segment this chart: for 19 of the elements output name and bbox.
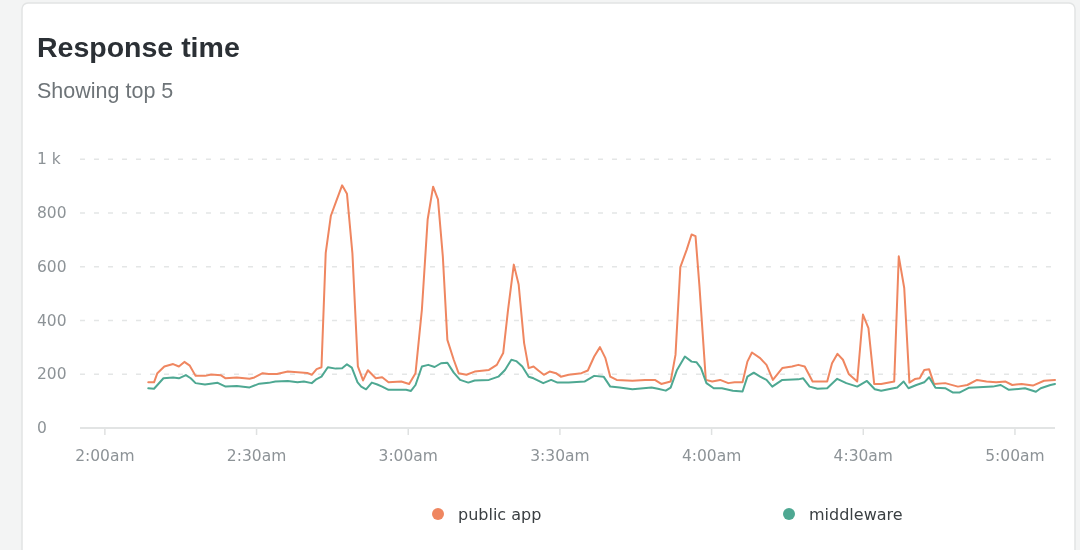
y-tick-label: 200 xyxy=(37,365,67,384)
x-tick-label: 3:00am xyxy=(378,447,438,465)
legend-label: middleware xyxy=(809,505,903,524)
y-tick-label: 800 xyxy=(37,204,67,223)
y-tick-label: 1 k xyxy=(37,150,61,169)
x-tick-label: 4:00am xyxy=(681,447,742,465)
x-tick-label: 4:30am xyxy=(833,447,893,465)
x-tick-label: 5:00am xyxy=(985,447,1045,465)
chart-title: Response time xyxy=(37,31,240,63)
legend-label: public app xyxy=(458,505,542,524)
y-tick-label: 0 xyxy=(37,419,47,437)
x-tick-label: 3:30am xyxy=(530,447,590,465)
x-tick-label: 2:30am xyxy=(226,447,287,465)
y-tick-label: 400 xyxy=(37,311,67,330)
y-tick-label: 600 xyxy=(37,257,67,276)
line-series xyxy=(147,355,1056,394)
chart-subtitle: Showing top 5 xyxy=(37,79,174,103)
line-series xyxy=(147,184,1056,388)
x-tick-label: 2:00am xyxy=(75,447,135,465)
